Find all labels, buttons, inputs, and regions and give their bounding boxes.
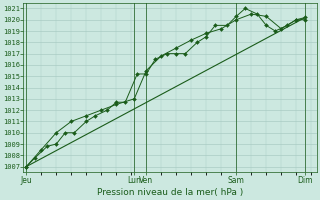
X-axis label: Pression niveau de la mer( hPa ): Pression niveau de la mer( hPa )	[97, 188, 244, 197]
